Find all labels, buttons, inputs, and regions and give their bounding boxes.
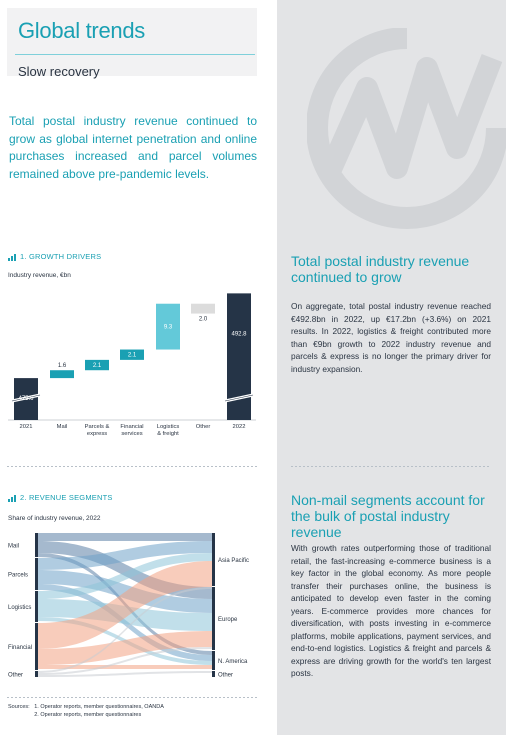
sankey-flow <box>38 533 212 541</box>
axis-break-line <box>224 394 254 402</box>
sankey-target-node <box>212 533 215 586</box>
bar-data-label: 492.8 <box>231 331 247 337</box>
sankey-flow <box>38 541 212 570</box>
sankey-flow <box>38 553 212 599</box>
sankey-target-node <box>212 587 215 650</box>
bar-increase <box>50 370 74 379</box>
x-tick-label: Mail <box>57 424 68 430</box>
waterfall-bar: 2.1 <box>85 359 109 371</box>
callout-arrow <box>265 490 277 506</box>
bar-chart-icon <box>8 252 17 261</box>
sankey-source-label: Logistics <box>8 605 31 611</box>
sankey-source-label: Parcels <box>8 573 28 579</box>
bar-increase <box>156 303 180 350</box>
sankey-target-node <box>212 651 215 670</box>
x-tick-label: express <box>87 431 107 437</box>
side-text-1: On aggregate, total postal industry reve… <box>291 301 491 374</box>
waterfall-bar: 475.6 <box>11 378 41 420</box>
sankey-source-label: Financial <box>8 645 32 651</box>
upu-logo-watermark-icon <box>307 28 506 229</box>
revenue-segments-sankey: Mail Parcels Logistics Financial Other Asia P… <box>8 533 249 679</box>
sources-label: Sources: <box>8 704 30 710</box>
source-line: 1. Operator reports, member questionnair… <box>34 704 164 710</box>
bar-data-label: 2.0 <box>199 317 208 323</box>
source-line: 2. Operator reports, member questionnair… <box>34 712 142 718</box>
bar-increase <box>120 349 144 360</box>
sankey-flow <box>38 665 212 669</box>
sources-divider <box>7 697 257 698</box>
page-title: Global trends <box>18 18 145 43</box>
waterfall-bar: 1.6 <box>50 363 74 379</box>
waterfall-bar: 492.8 <box>224 293 254 420</box>
sources: Sources: 1. Operator reports, member que… <box>8 703 164 719</box>
waterfall-bar: 2.1 <box>120 349 144 360</box>
x-tick-label: services <box>121 431 142 437</box>
growth-drivers-chart: 475.6 2021 1.6 Mail 2.1 Parcels &express 2.1 Fi… <box>8 293 256 437</box>
side-text-2: With growth rates outperforming those of… <box>291 543 491 678</box>
x-tick-label: Parcels & <box>85 424 110 430</box>
section-heading-revenue-segments: 2. REVENUE SEGMENTS <box>8 493 113 502</box>
x-tick-label: Financial <box>120 424 143 430</box>
bar-data-label: 475.6 <box>18 396 34 402</box>
x-tick-label: 2022 <box>233 424 246 430</box>
section-heading-label: 2. REVENUE SEGMENTS <box>20 493 113 502</box>
sankey-source-node <box>35 623 38 670</box>
sankey-target-label: Asia Pacific <box>218 558 249 564</box>
waterfall-bar: 9.3 <box>156 303 180 350</box>
bar-data-label: 1.6 <box>58 363 67 369</box>
page-subtitle: Slow recovery <box>18 64 100 79</box>
x-tick-label: & freight <box>157 431 179 437</box>
sankey-target-node <box>212 671 215 677</box>
section-heading-label: 1. GROWTH DRIVERS <box>20 252 102 261</box>
side-heading-2: Non-mail segments account for the bulk o… <box>291 492 485 540</box>
sankey-source-node <box>35 558 38 590</box>
x-tick-label: 2021 <box>20 424 33 430</box>
intro-paragraph: Total postal industry revenue continued … <box>9 114 257 181</box>
title-divider <box>15 54 255 55</box>
sankey-source-node <box>35 591 38 622</box>
bar-chart-icon <box>8 493 17 502</box>
sankey-flow <box>38 631 212 665</box>
sankey-source-label: Other <box>8 673 23 679</box>
bar-increase <box>85 359 109 371</box>
bar-data-label: 2.1 <box>128 353 137 359</box>
section-divider <box>7 466 257 467</box>
sankey-flow <box>38 561 212 649</box>
sankey-source-label: Mail <box>8 544 19 550</box>
sankey-flow <box>38 570 212 613</box>
bar-data-label: 9.3 <box>164 325 173 331</box>
sankey-target-label: Other <box>218 673 233 679</box>
side-heading-1: Total postal industry revenue continued … <box>291 253 470 285</box>
callout-arrow <box>265 251 277 267</box>
sankey-flow <box>38 587 212 673</box>
bar-data-label: 2.1 <box>93 363 102 369</box>
sankey-source-node <box>35 533 38 557</box>
sankey-flow <box>38 647 212 675</box>
axis-break-line <box>11 394 41 402</box>
chart-caption: Industry revenue, €bn <box>8 272 71 279</box>
waterfall-bar: 2.0 <box>191 303 215 323</box>
section-heading-growth-drivers: 1. GROWTH DRIVERS <box>8 252 101 261</box>
chart-caption: Share of industry revenue, 2022 <box>8 515 101 522</box>
header: Global trends Slow recovery <box>7 8 257 79</box>
side-divider <box>291 466 491 467</box>
x-tick-label: Logistics <box>157 424 180 430</box>
sankey-flow <box>38 671 212 677</box>
x-tick-label: Other <box>196 424 211 430</box>
side-panel <box>277 0 506 735</box>
sankey-target-label: Europe <box>218 617 238 623</box>
sankey-target-label: N. America <box>218 659 248 665</box>
bar-decrease <box>191 303 215 314</box>
sankey-source-node <box>35 671 38 677</box>
